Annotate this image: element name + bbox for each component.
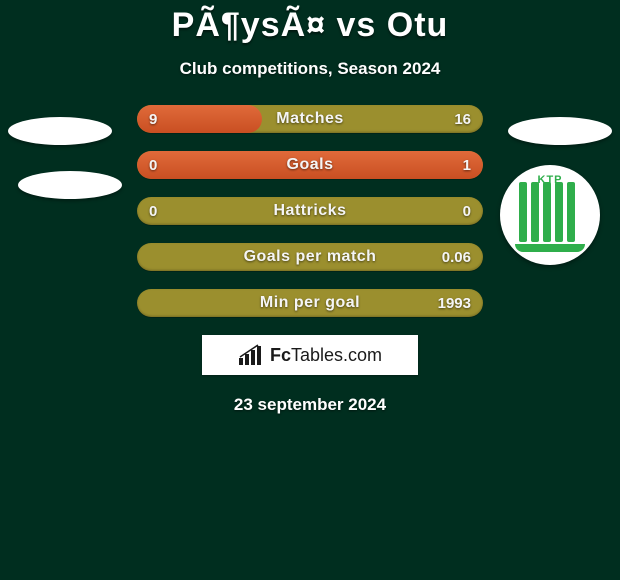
stat-label: Goals per match [137,243,483,271]
right-club-badge: KTP [500,165,600,265]
fctables-link[interactable]: FcTables.com [202,335,418,375]
stat-row-goals: 0 Goals 1 [137,151,483,179]
stat-value-right: 0 [463,197,471,225]
stat-label: Matches [137,105,483,133]
page-subtitle: Club competitions, Season 2024 [0,59,620,79]
stat-value-right: 1993 [438,289,471,317]
page-title: PÃ¶ysÃ¤ vs Otu [0,0,620,45]
chart-bars-icon [238,344,264,366]
right-avatar-ellipse-1 [508,117,612,145]
stat-row-goals-per-match: Goals per match 0.06 [137,243,483,271]
stat-label: Min per goal [137,289,483,317]
brand-text: FcTables.com [270,345,382,366]
stat-value-right: 16 [454,105,471,133]
stat-row-min-per-goal: Min per goal 1993 [137,289,483,317]
stat-label: Goals [137,151,483,179]
stat-value-right: 0.06 [442,243,471,271]
brand-fc: Fc [270,345,291,365]
left-avatar-ellipse-2 [18,171,122,199]
snapshot-date: 23 september 2024 [0,395,620,415]
ktp-shield-icon: KTP [515,176,585,254]
stats-bars: 9 Matches 16 0 Goals 1 0 Hattricks 0 Goa… [137,105,483,317]
brand-tables: Tables.com [291,345,382,365]
stat-row-hattricks: 0 Hattricks 0 [137,197,483,225]
comparison-stage: KTP 9 Matches 16 0 Goals 1 0 [0,105,620,317]
stat-row-matches: 9 Matches 16 [137,105,483,133]
left-avatar-ellipse-1 [8,117,112,145]
stat-value-right: 1 [463,151,471,179]
stat-label: Hattricks [137,197,483,225]
